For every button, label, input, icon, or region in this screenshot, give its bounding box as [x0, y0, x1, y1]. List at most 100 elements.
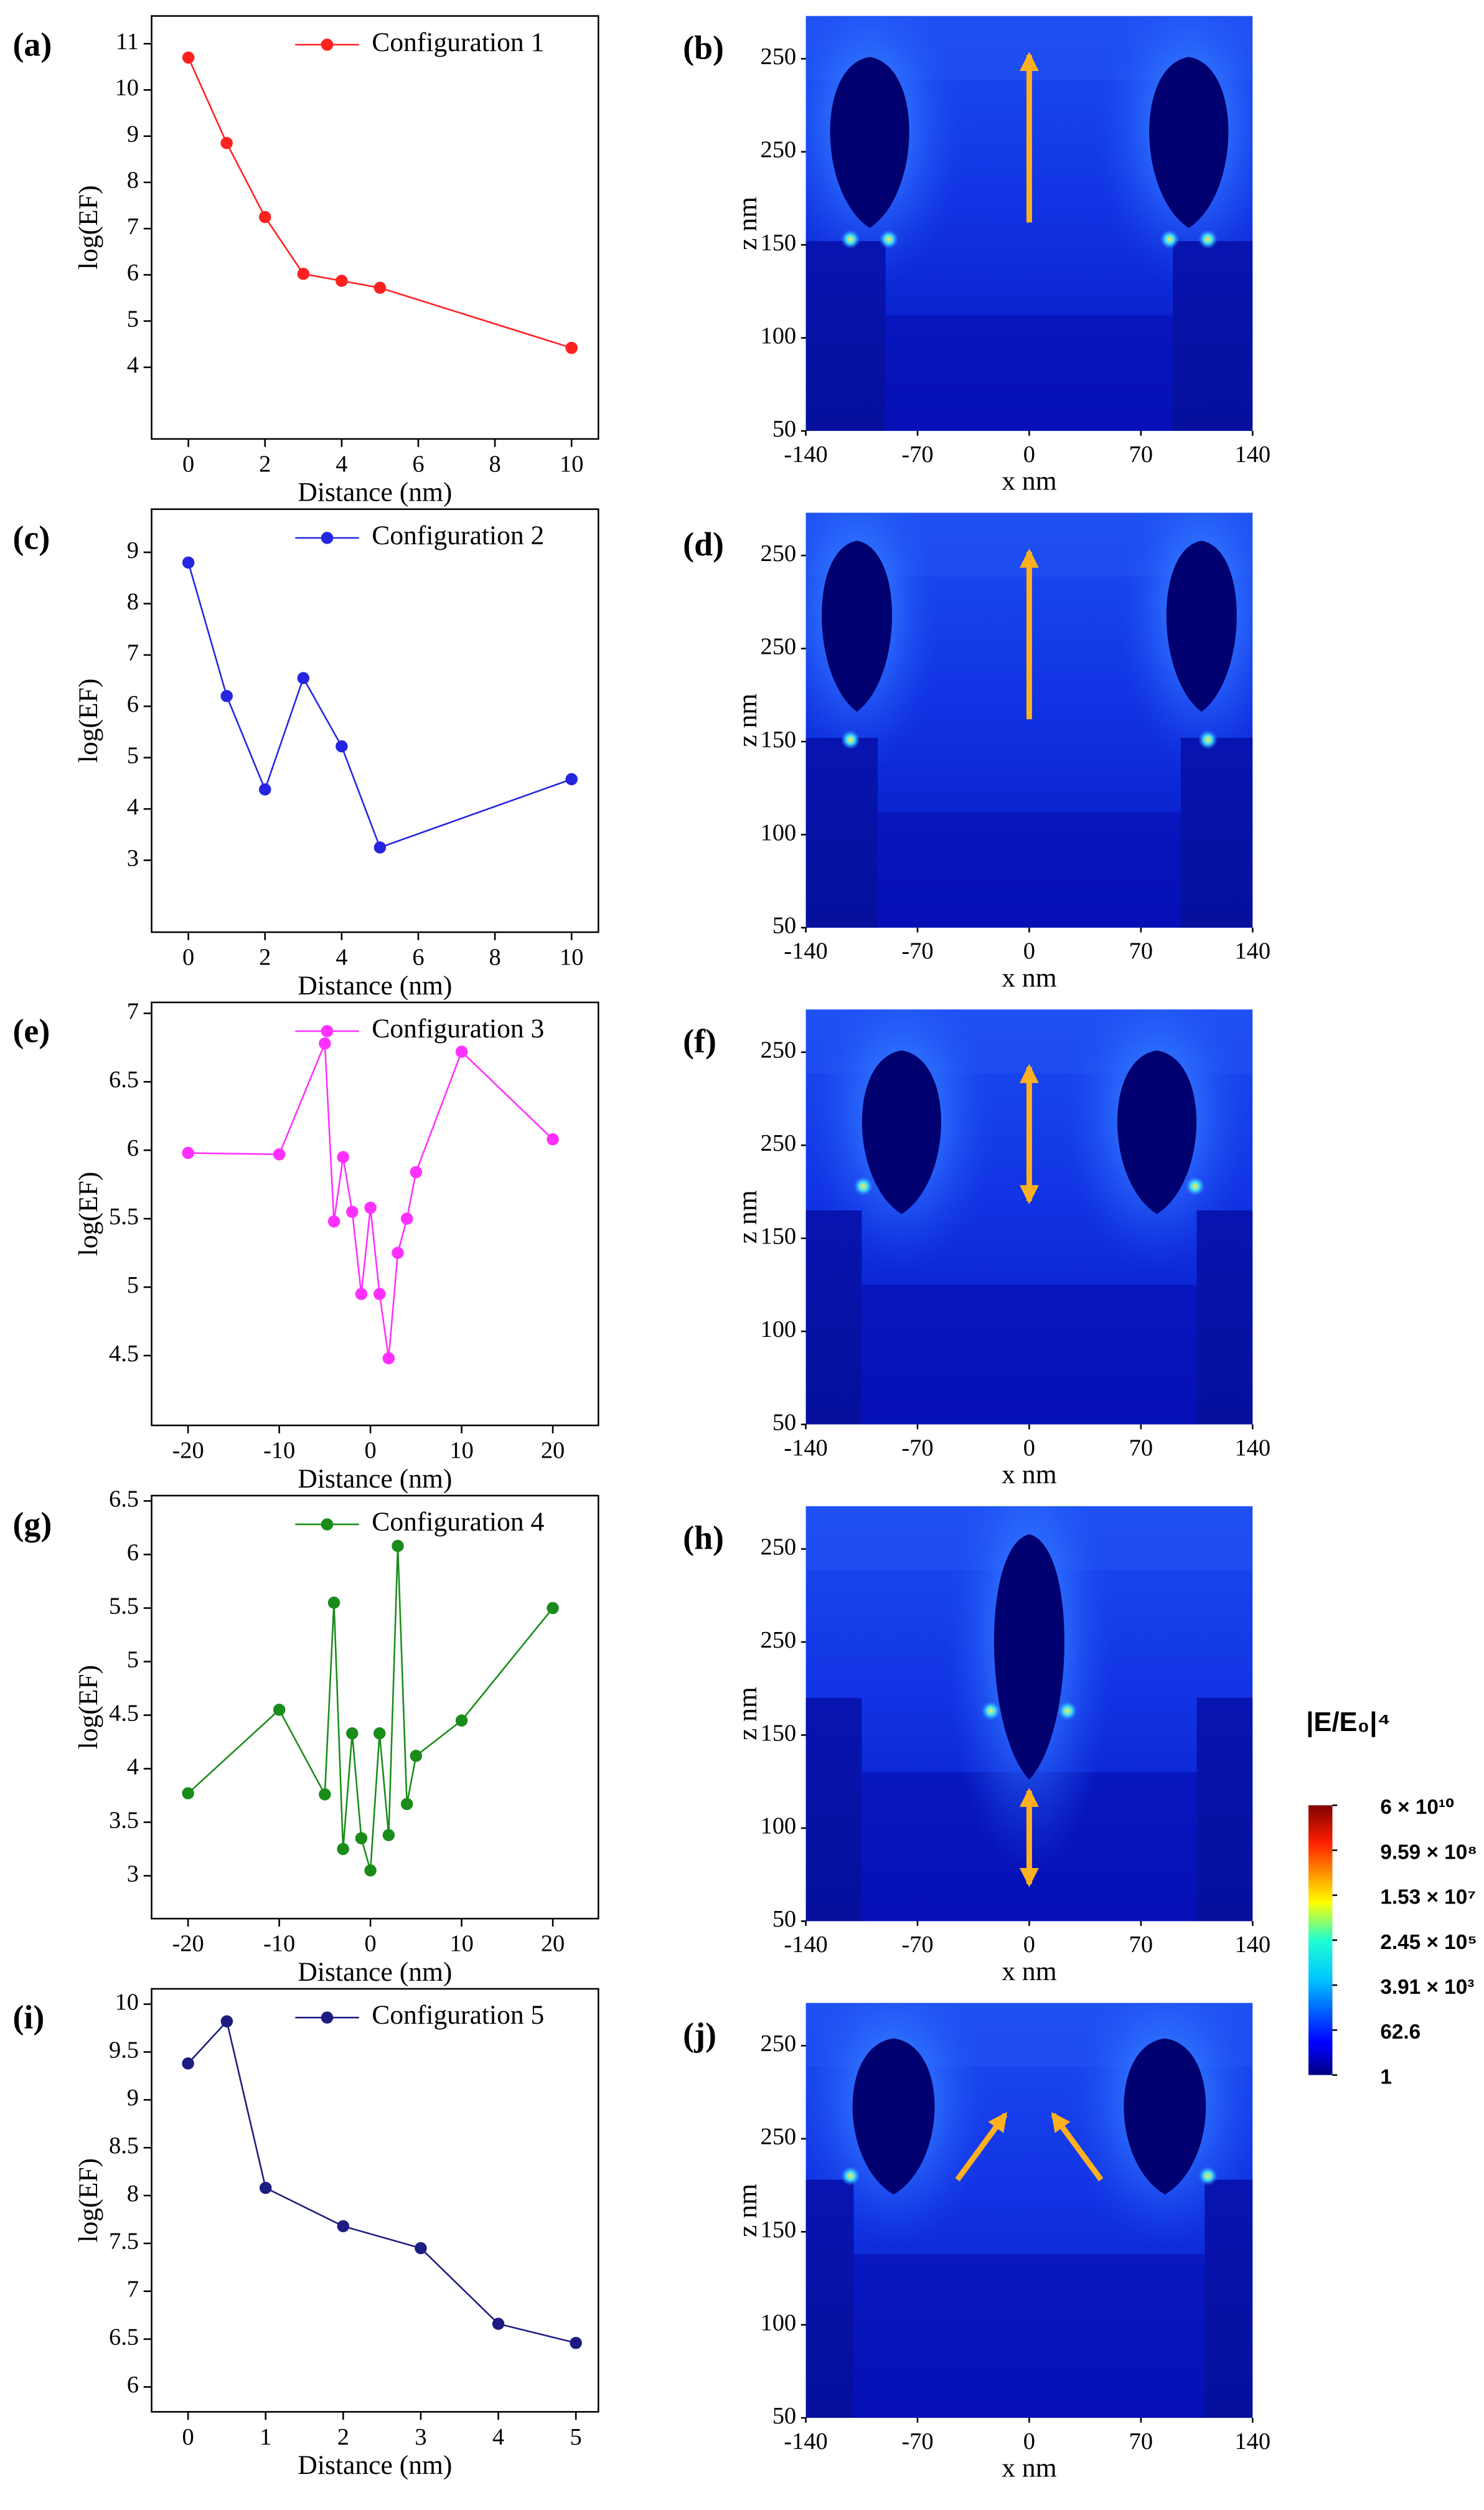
data-line [187, 2019, 576, 2344]
x-tick-label: 70 [1129, 938, 1153, 965]
x-axis-label: Distance (nm) [298, 1464, 452, 1494]
nanoparticle [830, 57, 909, 229]
x-tick-label: 2 [259, 451, 271, 477]
data-line [187, 57, 572, 349]
hot-spot [840, 229, 860, 249]
x-tick-label: 0 [182, 2424, 194, 2450]
data-point [565, 341, 578, 354]
data-point [547, 1133, 559, 1146]
data-point [492, 2318, 505, 2330]
data-point [259, 2181, 272, 2194]
legend-marker [321, 2011, 334, 2024]
data-point [182, 1787, 194, 1800]
panel-label: (f) [683, 1022, 716, 1060]
y-tick-label: 4 [127, 1753, 139, 1780]
panel-label: (d) [683, 526, 724, 563]
substrate-right [1196, 1210, 1253, 1425]
x-axis-label: Distance (nm) [298, 2450, 452, 2480]
x-tick-label: -70 [901, 1435, 933, 1461]
x-axis-label: x nm [1002, 466, 1056, 496]
y-tick-label: 10 [115, 1989, 139, 2015]
legend-label: Configuration 3 [372, 1014, 544, 1044]
x-tick-label: -140 [784, 1435, 827, 1461]
y-tick-label: 250 [761, 2124, 797, 2150]
x-tick-label: 0 [1023, 441, 1035, 468]
nanoparticle [1149, 57, 1229, 229]
data-point [392, 1247, 404, 1259]
data-point [373, 1727, 386, 1740]
x-tick-label: 0 [182, 944, 194, 970]
y-tick-label: 9 [127, 537, 139, 564]
arrow-head [1020, 1064, 1039, 1083]
x-axis-label: x nm [1002, 2453, 1056, 2483]
data-point [455, 1045, 468, 1058]
colorbar-tick-label: 1 [1380, 2065, 1392, 2088]
y-tick-label: 4 [127, 352, 139, 379]
y-tick-label: 250 [761, 540, 797, 567]
y-tick-label: 8 [127, 588, 139, 615]
y-tick-label: 100 [761, 323, 797, 349]
y-tick-label: 9.5 [109, 2037, 139, 2063]
y-tick-label: 3 [127, 845, 139, 871]
plot-frame [151, 508, 599, 933]
legend-label: Configuration 4 [372, 1507, 544, 1537]
legend-label: Configuration 5 [372, 2000, 544, 2030]
hot-spot [1198, 730, 1218, 750]
x-tick-label: -70 [901, 441, 933, 468]
legend-label: Configuration 1 [372, 27, 544, 57]
nanoparticle [993, 1534, 1064, 1780]
y-tick-label: 150 [761, 1224, 797, 1250]
data-point [400, 1798, 413, 1810]
data-point [415, 2242, 427, 2255]
data-point [410, 1750, 423, 1762]
y-tick-label: 8.5 [109, 2133, 139, 2159]
arrow-head [988, 2111, 1008, 2133]
x-tick-label: 3 [415, 2424, 426, 2450]
data-point [337, 2220, 350, 2232]
plot-frame [151, 1494, 599, 1920]
panel-label: (e) [13, 1012, 50, 1049]
field-map [805, 512, 1253, 928]
data-point [220, 137, 233, 149]
hot-spot [1198, 2166, 1218, 2186]
x-tick-label: 10 [560, 944, 583, 970]
x-axis-label: x nm [1002, 1956, 1056, 1986]
x-tick-label: 140 [1234, 441, 1270, 468]
x-tick-label: 0 [1023, 1435, 1035, 1461]
y-axis-label: log(EF) [73, 1665, 103, 1750]
x-tick-label: 140 [1234, 938, 1270, 965]
data-point [373, 281, 387, 294]
x-tick-label: 8 [489, 944, 500, 970]
data-point [182, 2057, 194, 2070]
x-tick-label: 70 [1129, 441, 1153, 468]
data-point [570, 2336, 582, 2349]
hot-spot [1058, 1701, 1078, 1720]
data-point [337, 1151, 349, 1163]
data-point [319, 1037, 331, 1050]
data-point [392, 1540, 404, 1552]
hot-spot [981, 1701, 1001, 1720]
y-tick-label: 7 [127, 998, 139, 1024]
substrate-right [1173, 241, 1253, 432]
x-tick-label: -20 [172, 1438, 204, 1464]
hot-spot [840, 730, 860, 750]
data-point [182, 1146, 194, 1159]
field-map [805, 2003, 1253, 2418]
panel-label: (g) [13, 1506, 52, 1543]
data-point [258, 210, 271, 224]
colorbar-tick-label: 1.53 × 10⁷ [1380, 1886, 1476, 1909]
x-tick-label: 0 [1023, 2428, 1035, 2455]
y-tick-label: 5 [127, 743, 139, 769]
y-tick-label: 100 [761, 2309, 797, 2336]
y-tick-label: 250 [761, 44, 797, 70]
lower-region [885, 315, 1173, 432]
data-point [565, 773, 578, 786]
y-tick-label: 6 [127, 691, 139, 717]
data-point [373, 1288, 386, 1300]
x-tick-label: 2 [259, 944, 271, 970]
x-tick-label: 0 [1023, 938, 1035, 965]
x-axis-label: Distance (nm) [298, 478, 452, 507]
data-point [346, 1727, 359, 1740]
x-tick-label: 10 [449, 1931, 473, 1957]
substrate-left [805, 738, 878, 928]
